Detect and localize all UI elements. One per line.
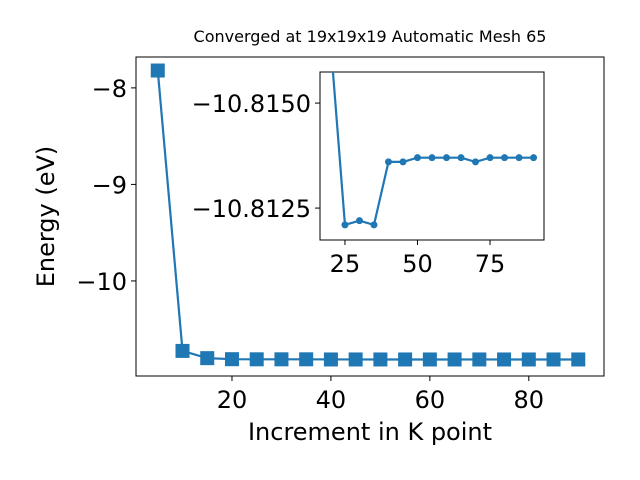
marker (413, 154, 421, 162)
x-tick-label: 50 (402, 250, 433, 278)
marker (443, 154, 451, 162)
marker (323, 352, 338, 367)
marker (224, 352, 239, 367)
y-tick-label: −10 (76, 268, 127, 296)
x-tick-label: 80 (514, 386, 545, 414)
marker (472, 352, 487, 367)
marker (486, 154, 494, 162)
marker (150, 63, 165, 78)
marker (175, 343, 190, 358)
marker (501, 154, 509, 162)
chart-title: Converged at 19x19x19 Automatic Mesh 65 (194, 27, 547, 46)
marker (571, 352, 586, 367)
marker (384, 158, 392, 166)
marker (546, 352, 561, 367)
x-tick-label: 25 (330, 250, 361, 278)
marker (399, 158, 407, 166)
marker (341, 221, 349, 229)
marker (497, 352, 512, 367)
y-tick-label: −8 (92, 75, 127, 103)
marker (472, 158, 480, 166)
x-axis-label: Increment in K point (248, 418, 492, 446)
plot-content (150, 63, 586, 367)
marker (348, 352, 363, 367)
marker (530, 154, 538, 162)
y-tick-label: −9 (92, 171, 127, 199)
marker (515, 154, 523, 162)
marker (398, 352, 413, 367)
marker (200, 351, 215, 366)
y-axis-label: Energy (eV) (32, 146, 60, 288)
x-tick-label: 20 (217, 386, 248, 414)
y-tick-label: −10.8125 (192, 195, 311, 223)
x-tick-label: 75 (475, 250, 506, 278)
marker (428, 154, 436, 162)
marker (299, 352, 314, 367)
marker (521, 352, 536, 367)
marker (249, 352, 264, 367)
marker (422, 352, 437, 367)
marker (370, 221, 378, 229)
plot-content (331, 72, 538, 229)
x-tick-label: 60 (415, 386, 446, 414)
marker (447, 352, 462, 367)
marker (274, 352, 289, 367)
x-tick-label: 40 (316, 386, 347, 414)
marker (355, 217, 363, 225)
y-tick-label: −10.8150 (192, 90, 311, 118)
marker (373, 352, 388, 367)
marker (457, 154, 465, 162)
